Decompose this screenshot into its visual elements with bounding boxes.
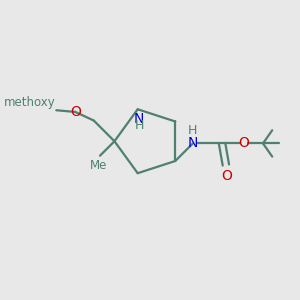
- Text: N: N: [188, 136, 198, 150]
- Text: methoxy: methoxy: [4, 96, 56, 110]
- Text: H: H: [134, 119, 144, 132]
- Text: H: H: [188, 124, 197, 137]
- Text: O: O: [70, 105, 81, 119]
- Text: O: O: [238, 136, 249, 150]
- Text: Me: Me: [90, 159, 107, 172]
- Text: O: O: [222, 169, 232, 183]
- Text: N: N: [134, 112, 144, 127]
